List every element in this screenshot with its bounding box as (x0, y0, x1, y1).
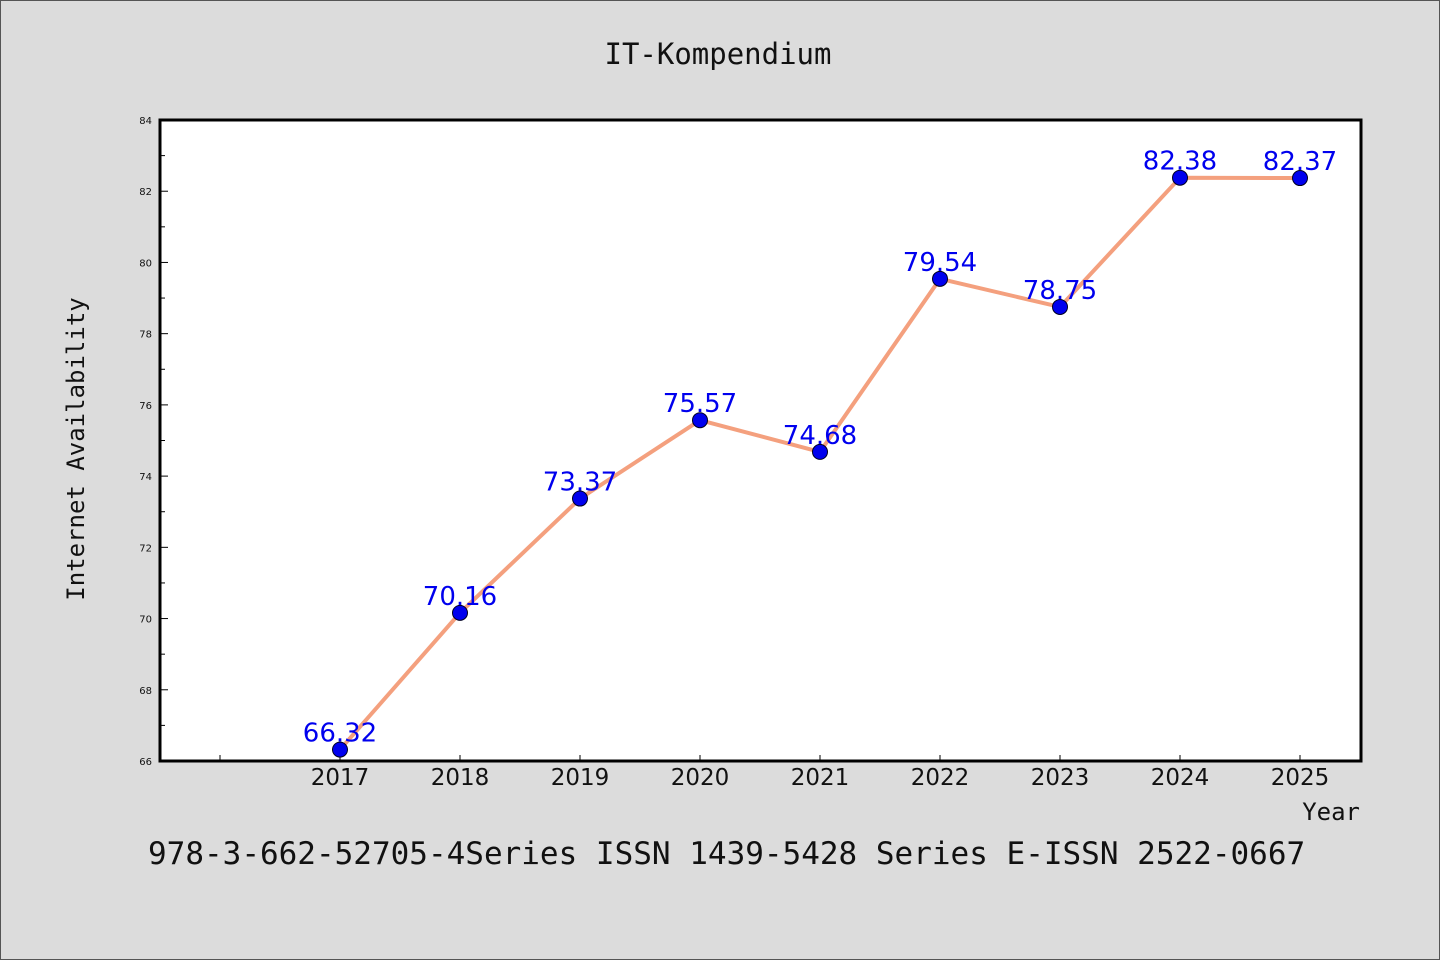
y-tick-label: 80 (139, 258, 152, 269)
x-tick-label: 2018 (431, 765, 490, 791)
y-tick-label: 72 (139, 543, 152, 554)
data-point-label: 82.37 (1263, 147, 1337, 177)
series-line: 66.32 70.16 73.37 75.57 74.68 79.54 78.75 82.38… (303, 147, 1337, 758)
x-tick-label: 2022 (911, 765, 970, 791)
x-tick-label: 2023 (1031, 765, 1090, 791)
x-tick-label: 2020 (671, 765, 730, 791)
data-point-label: 73.37 (543, 468, 617, 498)
data-point-label: 70.16 (423, 582, 497, 612)
y-tick-label: 68 (139, 686, 152, 697)
data-point-marker (692, 412, 708, 429)
data-point-label: 75.57 (663, 389, 737, 419)
data-point-marker (332, 741, 348, 758)
x-axis-label: Year (1302, 798, 1360, 826)
data-point-marker (1172, 169, 1188, 186)
data-point-marker (452, 604, 468, 621)
y-tick-label: 74 (139, 472, 152, 483)
data-point-label: 74.68 (783, 421, 857, 451)
caption-text: 978-3-662-52705-4Series ISSN 1439-5428 S… (148, 836, 1305, 872)
x-tick-label: 2024 (1151, 765, 1210, 791)
y-tick-label: 76 (139, 401, 152, 412)
y-tick-label: 82 (139, 187, 152, 198)
data-point-marker (932, 270, 948, 287)
data-point-label: 66.32 (303, 719, 377, 749)
x-tick-label: 2025 (1271, 765, 1330, 791)
data-point-label: 82.38 (1143, 147, 1217, 177)
data-point-marker (812, 443, 828, 460)
data-point-marker (1292, 170, 1308, 187)
data-point-label: 79.54 (903, 248, 977, 278)
x-tick-label: 2017 (311, 765, 370, 791)
y-tick-label: 84 (139, 116, 152, 127)
x-tick-label: 2021 (791, 765, 850, 791)
y-tick-label: 66 (139, 757, 152, 768)
y-tick-label: 70 (139, 615, 152, 626)
data-point-marker (1052, 298, 1068, 315)
x-tick-label: 2019 (551, 765, 610, 791)
plot-area (158, 118, 1363, 763)
data-point-label: 78.75 (1023, 276, 1097, 306)
chart-title: IT-Kompendium (605, 37, 832, 71)
data-point-marker (572, 490, 588, 507)
x-axis: 2017 2018 2019 2020 2021 2022 2023 2024 2025 (219, 755, 1330, 791)
y-axis: 66 68 70 72 74 76 78 80 82 84 (139, 116, 168, 768)
y-axis-label: Internet Availability (62, 297, 90, 600)
y-tick-label: 78 (139, 330, 152, 341)
